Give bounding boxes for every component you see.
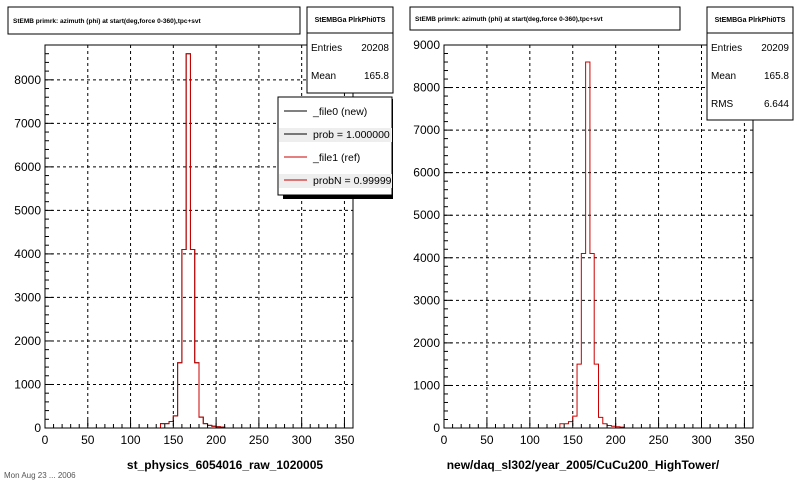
right-grid — [444, 44, 753, 428]
left-entries-label: Entries — [311, 43, 342, 54]
legend-entry-probn: probN = 0.99999 — [313, 175, 392, 187]
right-title-box — [409, 6, 681, 31]
right-y-ticks: 0 1000 2000 3000 4000 5000 6000 7000 8000 9000 — [413, 38, 452, 435]
left-y-tick-label: 1000 — [14, 377, 41, 391]
left-x-tick-label: 150 — [163, 433, 183, 447]
left-mean-label: Mean — [311, 71, 336, 82]
right-x-ticks: 0 50 100 150 200 250 300 350 — [441, 420, 755, 447]
right-x-tick-label: 0 — [441, 433, 448, 447]
right-y-tick-label: 0 — [433, 421, 440, 435]
left-entries-value: 20208 — [361, 43, 389, 54]
right-x-tick-label: 100 — [520, 433, 540, 447]
left-x-tick-label: 300 — [292, 433, 312, 447]
right-stats-box: StEMBGa PlrkPhi0TS Entries 20209 Mean 16… — [706, 6, 794, 121]
left-x-tick-label: 100 — [121, 433, 141, 447]
right-y-tick-label: 8000 — [413, 81, 440, 95]
right-x-tick-label: 200 — [606, 433, 626, 447]
right-rms-value: 6.644 — [764, 99, 789, 110]
right-pad: 0 50 100 150 200 250 300 350 0 1000 2000 3000 4000 5… — [409, 6, 794, 472]
left-x-tick-label: 50 — [81, 433, 95, 447]
left-x-axis-title: st_physics_6054016_raw_1020005 — [127, 458, 323, 472]
left-x-tick-label: 0 — [42, 433, 49, 447]
legend: _file0 (new) prob = 1.000000 _file1 (ref… — [277, 96, 393, 199]
legend-entry-new: _file0 (new) — [312, 106, 367, 118]
left-y-tick-label: 2000 — [14, 334, 41, 348]
right-x-tick-label: 50 — [480, 433, 494, 447]
left-pad: 0 50 100 150 200 250 300 350 0 1000 2000 3000 4000 5… — [7, 6, 394, 472]
left-y-tick-label: 0 — [34, 421, 41, 435]
left-y-tick-label: 7000 — [14, 116, 41, 130]
left-stats-box: StEMBGa PlrkPhi0TS Entries 20208 Mean 16… — [306, 6, 394, 94]
right-y-tick-label: 5000 — [413, 208, 440, 222]
left-y-tick-label: 4000 — [14, 247, 41, 261]
left-y-tick-label: 8000 — [14, 73, 41, 87]
right-y-tick-label: 1000 — [413, 378, 440, 392]
legend-row-bg — [279, 128, 392, 142]
right-y-tick-label: 3000 — [413, 293, 440, 307]
legend-entry-prob: prob = 1.000000 — [313, 129, 390, 141]
legend-entry-ref: _file1 (ref) — [312, 152, 360, 164]
left-y-tick-label: 6000 — [14, 160, 41, 174]
right-y-tick-label: 9000 — [413, 38, 440, 52]
right-stats-name: StEMBGa PlrkPhi0TS — [715, 17, 786, 24]
right-x-axis-title: new/daq_sl302/year_2005/CuCu200_HighTowe… — [447, 458, 720, 472]
right-x-tick-label: 250 — [649, 433, 669, 447]
legend-row-bg — [279, 174, 392, 188]
right-entries-label: Entries — [711, 43, 742, 54]
left-stats-name: StEMBGa PlrkPhi0TS — [315, 17, 386, 24]
footer-timestamp: Mon Aug 23 ... 2006 — [4, 471, 76, 480]
right-rms-label: RMS — [711, 99, 734, 110]
left-x-ticks: 0 50 100 150 200 250 300 350 — [42, 420, 355, 447]
right-x-tick-label: 300 — [691, 433, 711, 447]
left-x-tick-label: 250 — [249, 433, 269, 447]
left-x-tick-label: 200 — [206, 433, 226, 447]
right-y-tick-label: 2000 — [413, 336, 440, 350]
right-mean-label: Mean — [711, 71, 736, 82]
right-x-tick-label: 350 — [734, 433, 754, 447]
left-title: StEMB primrk: azimuth (phi) at start(deg… — [13, 18, 201, 25]
left-y-tick-label: 5000 — [14, 203, 41, 217]
right-y-tick-label: 7000 — [413, 123, 440, 137]
left-x-tick-label: 350 — [334, 433, 354, 447]
left-y-tick-label: 3000 — [14, 290, 41, 304]
left-y-ticks: 0 1000 2000 3000 4000 5000 6000 7000 8000 — [14, 44, 53, 435]
left-grid — [45, 45, 353, 428]
right-title: StEMB primrk: azimuth (phi) at start(deg… — [415, 16, 603, 23]
right-y-tick-label: 6000 — [413, 166, 440, 180]
left-title-box — [7, 6, 301, 35]
right-entries-value: 20209 — [761, 43, 789, 54]
right-x-tick-label: 150 — [563, 433, 583, 447]
right-y-tick-label: 4000 — [413, 251, 440, 265]
left-mean-value: 165.8 — [364, 71, 389, 82]
right-mean-value: 165.8 — [764, 71, 789, 82]
